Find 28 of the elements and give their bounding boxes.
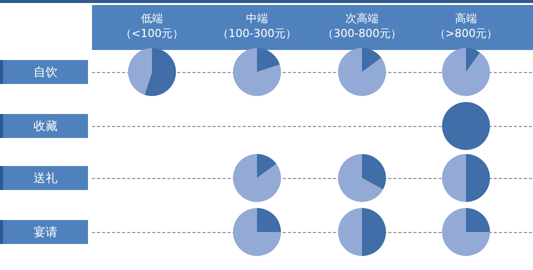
pie-slice	[257, 154, 276, 178]
pie-slice	[362, 154, 386, 190]
pie-slice	[362, 208, 386, 256]
pie-slice	[466, 208, 490, 232]
pie-slice	[466, 48, 480, 72]
pie-slice	[257, 48, 280, 72]
pie-slice	[233, 48, 281, 96]
category-label: 中端（100-300元）	[216, 11, 298, 41]
pie-slice	[233, 208, 281, 256]
pie-slice	[466, 154, 490, 202]
category-label: 自饮	[34, 64, 58, 78]
category-label: 高端（>800元）	[433, 11, 499, 41]
pie-slice	[128, 48, 152, 95]
pie-slice	[338, 208, 362, 256]
pie-slice	[338, 48, 386, 96]
category-label: 宴请	[34, 224, 58, 238]
pie-slice	[144, 48, 176, 96]
pie-slice	[442, 208, 490, 256]
category-label: 送礼	[34, 170, 58, 184]
pie-slice	[338, 154, 384, 202]
category-label: 低端（<100元）	[119, 11, 185, 41]
pie-slice	[442, 48, 490, 96]
pie-slice	[233, 154, 281, 202]
pie-slice	[257, 208, 281, 232]
pie-slice	[362, 48, 382, 72]
pie-slice	[442, 154, 466, 202]
category-label: 收藏	[34, 118, 58, 132]
category-label: 次高端（300-800元）	[322, 11, 402, 41]
